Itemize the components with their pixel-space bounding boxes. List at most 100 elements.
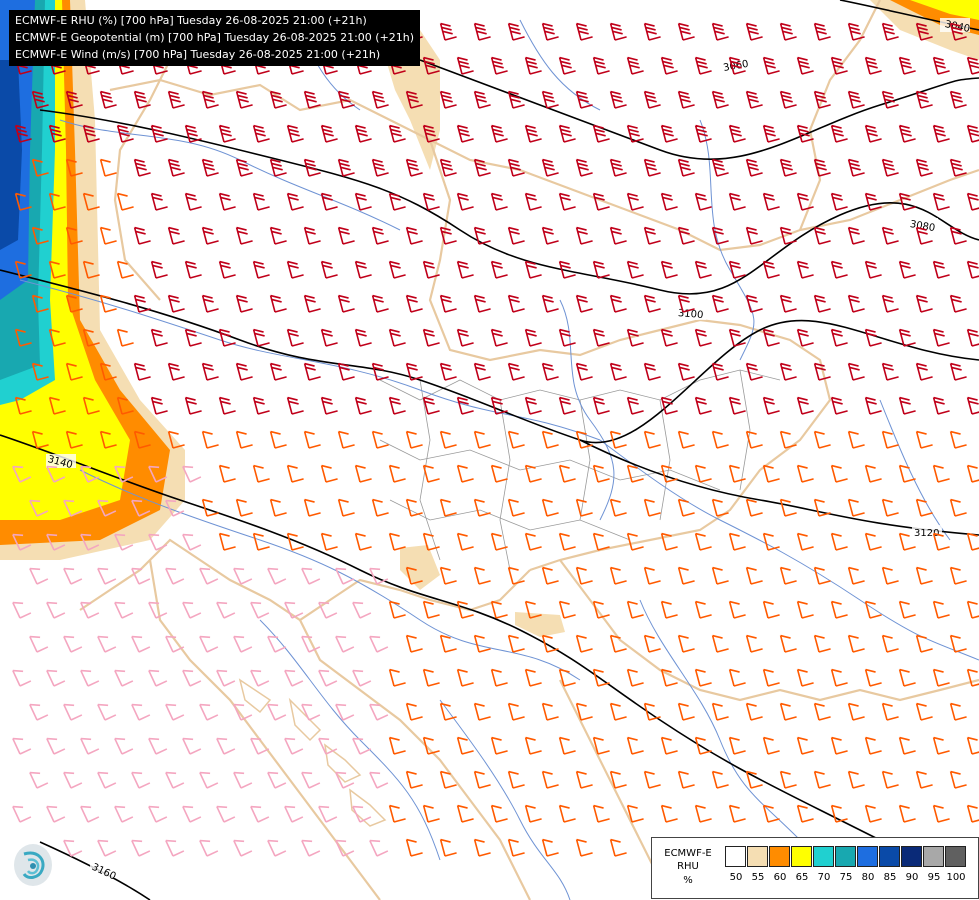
wind-barb	[388, 260, 406, 279]
wind-barb	[490, 600, 508, 619]
wind-barbs	[12, 22, 979, 857]
wind-barb	[269, 158, 287, 177]
wind-barb	[694, 260, 712, 279]
wind-barb	[337, 498, 355, 517]
wind-barb	[932, 804, 950, 823]
wind-barb	[303, 498, 321, 517]
wind-barb	[473, 498, 491, 517]
wind-barb	[728, 600, 746, 619]
wind-barb	[711, 158, 729, 177]
wind-barb	[97, 567, 117, 585]
wind-barb	[643, 634, 661, 653]
wind-barb	[284, 669, 304, 687]
wind-barb	[949, 430, 967, 449]
wind-barb	[575, 498, 593, 517]
wind-barb	[97, 635, 117, 653]
legend-tick: 55	[751, 872, 765, 883]
wind-barb	[830, 600, 848, 619]
wind-barb	[116, 124, 134, 143]
rhu-55-patch-2	[515, 612, 565, 637]
wind-barb	[31, 430, 49, 449]
contour-3080	[39, 109, 979, 295]
wind-barb	[99, 430, 117, 449]
wind-barb	[915, 158, 933, 177]
wind-barb	[881, 226, 899, 245]
wind-barb	[148, 533, 168, 551]
wind-barb	[779, 158, 797, 177]
wind-barb	[881, 22, 899, 41]
legend-tick: 50	[729, 872, 743, 883]
wind-barb	[609, 770, 627, 789]
wind-barb	[541, 702, 559, 721]
wind-barb	[796, 328, 814, 347]
legend-swatch	[901, 846, 922, 867]
wind-barb	[626, 260, 644, 279]
wind-barb	[728, 192, 746, 211]
wind-barb	[966, 124, 979, 143]
wind-barb	[813, 22, 831, 41]
wind-barb	[65, 90, 83, 109]
wind-barb	[148, 805, 168, 823]
wind-barb	[456, 260, 474, 279]
contour-3100	[0, 269, 979, 444]
wind-barb	[915, 362, 933, 381]
wind-barb	[864, 804, 882, 823]
wind-barb	[490, 668, 508, 687]
wind-barb	[116, 192, 134, 211]
wind-barb	[813, 498, 831, 517]
wind-barb	[966, 668, 979, 687]
wind-barb	[915, 294, 933, 313]
wind-barb	[745, 362, 763, 381]
wind-barb	[473, 22, 491, 41]
wind-barb	[932, 56, 950, 75]
wind-barb	[762, 464, 780, 483]
wind-barb	[335, 771, 355, 789]
wind-barb	[966, 192, 979, 211]
wind-barb	[847, 158, 865, 177]
wind-barb	[46, 805, 66, 823]
wind-barb	[116, 260, 134, 279]
wind-barb	[456, 56, 474, 75]
wind-barb	[864, 328, 882, 347]
wind-barb	[558, 56, 576, 75]
wind-barb	[558, 668, 576, 687]
wind-barb	[779, 430, 797, 449]
rhu-85-area	[0, 60, 22, 250]
wind-barb	[847, 566, 865, 585]
wind-barb	[439, 22, 457, 41]
wind-barb	[575, 702, 593, 721]
wind-barb	[524, 736, 542, 755]
wind-barb	[966, 56, 979, 75]
wind-barb	[949, 362, 967, 381]
wind-barb	[796, 804, 814, 823]
wind-barb	[694, 736, 712, 755]
wind-barb	[677, 566, 695, 585]
wind-barb	[301, 703, 321, 721]
wind-barb	[830, 464, 848, 483]
wind-barb	[284, 805, 304, 823]
wind-barb	[592, 668, 610, 687]
wind-barb	[779, 702, 797, 721]
wind-barb	[677, 498, 695, 517]
wind-barb	[745, 430, 763, 449]
contour-3120	[579, 439, 979, 536]
wind-barb	[165, 703, 185, 721]
wind-barb	[728, 668, 746, 687]
wind-barb	[182, 737, 202, 755]
wind-barb	[99, 90, 117, 109]
wind-barb	[405, 226, 423, 245]
wind-barb	[165, 635, 185, 653]
legend-tick: 60	[773, 872, 787, 883]
wind-barb	[269, 90, 287, 109]
wind-barb	[150, 328, 168, 347]
wind-barb	[131, 703, 151, 721]
wind-barb	[235, 498, 253, 517]
wind-barb	[898, 600, 916, 619]
wind-barb	[388, 600, 406, 619]
wind-barb	[267, 839, 287, 857]
wind-barb	[847, 22, 865, 41]
wind-barb	[422, 668, 440, 687]
wind-barb	[915, 90, 933, 109]
wind-barb	[354, 532, 372, 551]
wind-barb	[80, 737, 100, 755]
